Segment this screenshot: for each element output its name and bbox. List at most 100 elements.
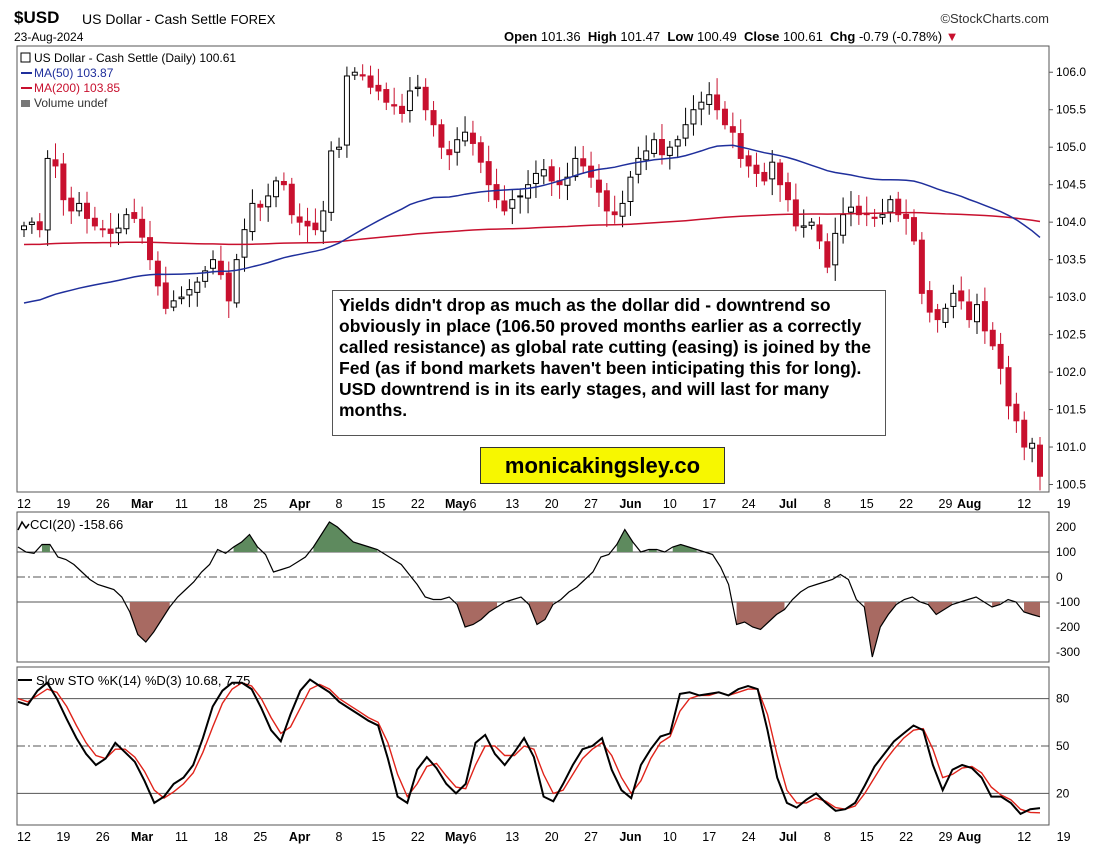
close-value: 100.61 [783,29,823,44]
candle-body [1021,419,1028,448]
price-y-tick-label: 101.0 [1056,440,1086,454]
candle-body [273,180,280,198]
candle-body [950,292,957,307]
candle-body [414,86,421,90]
candle-body [942,307,949,323]
candle-body [485,161,492,186]
cci-shade [313,522,378,552]
candle-body [761,171,768,182]
candle-body [36,221,43,231]
stoch-y-tick-label: 20 [1056,786,1070,800]
stoch-x-tick-label: 15 [860,830,874,844]
stoch-x-tick-label: 17 [702,830,716,844]
candle-body [580,158,587,167]
candle-body [351,71,358,76]
price-x-tick-label: Jun [619,497,641,511]
candle-body [981,301,988,332]
stoch-x-tick-label: 25 [253,830,267,844]
stockcharts-brand[interactable]: ©StockCharts.com [940,11,1049,26]
stoch-x-tick-label: 19 [1057,830,1071,844]
price-x-tick-label: 25 [253,497,267,511]
candle-body [162,282,169,309]
candle-body [131,212,138,219]
cci-shade [616,529,633,552]
legend-ma200: MA(200) 103.85 [34,81,120,95]
price-y-tick-label: 106.0 [1056,65,1086,79]
candle-body [186,289,193,296]
price-x-tick-label: 13 [505,497,519,511]
cci-fill [41,522,1040,657]
candle-body [926,290,933,313]
price-y-tick-label: 101.5 [1056,403,1086,417]
candle-body [525,184,532,199]
panel-frame [16,45,1050,493]
volume-legend-icon [21,100,30,107]
price-x-tick-label: 17 [702,497,716,511]
candle-body [832,232,839,266]
legend-ma50: MA(50) 103.87 [34,66,114,80]
stoch-x-tick-label: Apr [289,830,311,844]
cci-y-tick-label: -100 [1056,595,1080,609]
chg-label: Chg [830,29,856,44]
price-y-tick-label: 103.0 [1056,290,1086,304]
candle-body [343,75,350,146]
candle-body [714,94,721,111]
ohlc-readout: Open 101.36 High 101.47 Low 100.49 Close… [504,29,959,44]
candle-body [706,94,713,105]
legend-price: US Dollar - Cash Settle (Daily) 100.61 [34,51,236,65]
cci-shade [41,544,50,552]
candle-body [202,270,209,282]
price-x-tick-label: May [445,497,469,511]
candle-body [674,139,681,147]
stoch-x-tick-label: 6 [469,830,476,844]
price-x-tick-label: Jul [779,497,797,511]
candle-body [666,146,673,156]
candle-body [336,146,343,150]
candle-body [1013,403,1020,422]
stoch-x-tick-label: 12 [17,830,31,844]
candle-body [800,225,807,228]
price-legend-icon [20,52,31,63]
candle-body [997,343,1004,369]
price-x-tick-label: 19 [1057,497,1071,511]
candle-body [698,101,705,110]
candle-body [21,225,27,231]
candle-body [635,157,642,175]
candle-body [903,213,910,219]
candle-body [745,155,752,167]
stoch-x-tick-label: Jul [779,830,797,844]
candle-body [871,216,878,219]
cci-shade [672,544,697,552]
chart-header: $USD US Dollar - Cash Settle FOREX 23-Au… [0,0,1099,46]
low-value: 100.49 [697,29,737,44]
instrument-title: US Dollar - Cash Settle [82,11,227,27]
stoch-x-tick-label: 8 [336,830,343,844]
price-x-tick-label: 15 [371,497,385,511]
stoch-y-tick-label: 50 [1056,739,1070,753]
price-y-tick-label: 105.5 [1056,103,1086,117]
price-x-tick-label: 8 [824,497,831,511]
candle-body [934,309,941,321]
stoch-y-tick-label: 80 [1056,692,1070,706]
candle-body [241,229,248,258]
cci-legend: CCI(20) -158.66 [30,517,123,532]
stoch-k-line [17,678,1041,816]
candle-body [989,329,996,347]
candle-body [769,161,776,180]
price-x-tick-label: 22 [411,497,425,511]
price-legend: US Dollar - Cash Settle (Daily) 100.61 M… [20,51,236,110]
panel-frame [16,511,1050,663]
candle-body [422,86,429,111]
candle-body [99,228,106,231]
candle-body [611,211,618,216]
market-label: FOREX [230,12,276,27]
stoch-legend-label: Slow STO %K(14) %D(3) 10.68, 7.75 [36,673,250,688]
price-x-tick-label: 27 [584,497,598,511]
candle-body [840,214,847,236]
candle-body [446,149,453,156]
candle-body [493,184,500,201]
price-y-tick-label: 104.5 [1056,178,1086,192]
price-x-tick-label: 24 [742,497,756,511]
candle-body [320,210,327,232]
